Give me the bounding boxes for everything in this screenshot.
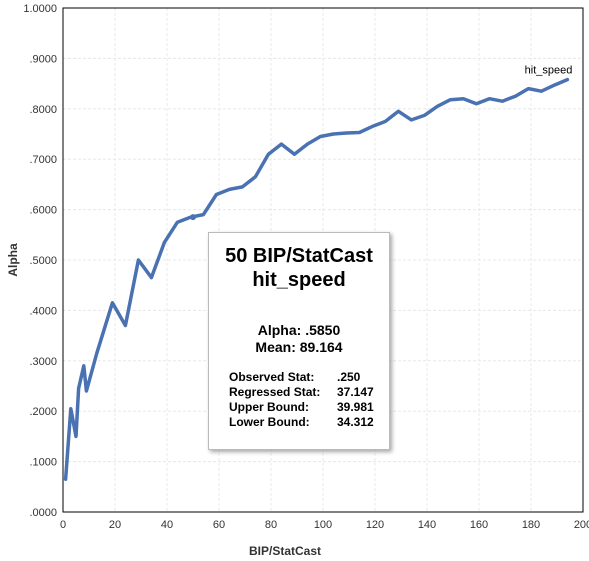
x-tick-label: 40 <box>161 519 173 531</box>
plot-area <box>62 7 584 513</box>
stat-row-upper: Upper Bound: 39.981 <box>229 400 389 415</box>
alpha-label: Alpha <box>257 322 297 338</box>
y-tick-label: .0000 <box>29 507 57 519</box>
stat-value: 39.981 <box>337 400 374 414</box>
x-tick-label: 180 <box>522 519 540 531</box>
stat-value: .250 <box>337 370 361 384</box>
x-tick-label: 60 <box>213 519 225 531</box>
x-tick-label: 100 <box>314 519 332 531</box>
x-axis-ticks: 0 20 40 60 80 100 120 140 160 180 200 <box>60 519 589 531</box>
x-tick-label: 160 <box>470 519 488 531</box>
stat-label: Upper Bound: <box>229 400 309 414</box>
x-tick-label: 20 <box>109 519 121 531</box>
info-title-line1: 50 BIP/StatCast <box>225 245 373 267</box>
info-title-line2: hit_speed <box>252 269 346 291</box>
stat-value: 37.147 <box>337 385 374 399</box>
y-tick-label: 1.0000 <box>23 3 57 15</box>
x-axis-title: BIP/StatCast <box>249 544 321 558</box>
x-tick-label: 200 <box>574 519 589 531</box>
data-point-marker[interactable] <box>190 214 196 221</box>
x-tick-label: 80 <box>265 519 277 531</box>
alpha-value: : .5850 <box>296 322 341 338</box>
info-box: 50 BIP/StatCast hit_speed Alpha: .5850 M… <box>208 232 390 450</box>
y-tick-label: .9000 <box>29 53 57 65</box>
y-axis-ticks: .0000 .1000 .2000 .3000 .4000 .5000 .6000 .7000… <box>23 3 57 519</box>
y-tick-label: .7000 <box>29 154 57 166</box>
x-tick-label: 120 <box>366 519 384 531</box>
y-tick-label: .5000 <box>29 255 57 267</box>
stat-label: Regressed Stat: <box>229 385 321 399</box>
y-tick-label: .2000 <box>29 406 57 418</box>
y-tick-label: .3000 <box>29 356 57 368</box>
stat-row-regressed: Regressed Stat: 37.147 <box>229 385 389 400</box>
series-end-label: hit_speed <box>525 65 573 77</box>
y-axis-title: Alpha <box>6 243 20 277</box>
x-tick-label: 140 <box>418 519 436 531</box>
stats-list: Observed Stat: .250 Regressed Stat: 37.147… <box>229 370 389 430</box>
stat-row-observed: Observed Stat: .250 <box>229 370 389 385</box>
info-title: 50 BIP/StatCast hit_speed <box>209 244 389 292</box>
y-tick-label: .4000 <box>29 305 57 317</box>
y-tick-label: .1000 <box>29 457 57 469</box>
mean-readout: Mean: 89.164 <box>255 339 343 355</box>
stat-label: Observed Stat: <box>229 370 315 384</box>
series-line-hit_speed <box>63 77 570 481</box>
alpha-readout: Alpha: .5850 <box>209 322 389 339</box>
y-tick-label: .6000 <box>29 205 57 217</box>
y-tick-label: .8000 <box>29 104 57 116</box>
stat-row-lower: Lower Bound: 34.312 <box>229 415 389 430</box>
series-layer: hit_speed <box>63 65 573 481</box>
stat-value: 34.312 <box>337 415 374 429</box>
stat-label: Lower Bound: <box>229 415 310 429</box>
x-tick-label: 0 <box>60 519 66 531</box>
